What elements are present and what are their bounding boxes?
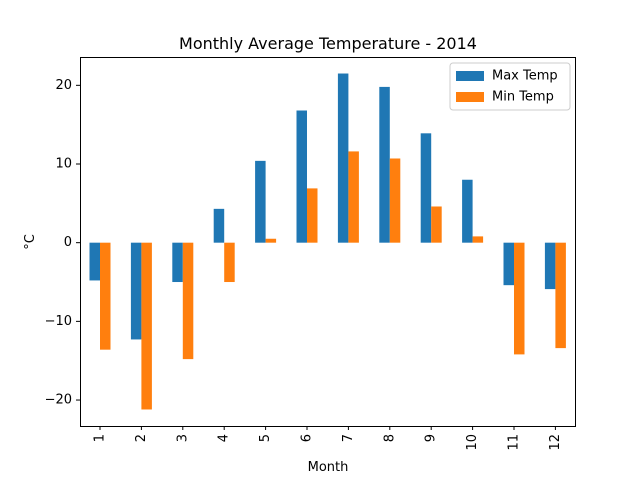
bar-min-temp-month-10 xyxy=(472,236,484,243)
legend-label: Min Temp xyxy=(492,90,554,105)
y-tick-label: −20 xyxy=(45,393,72,408)
bar-min-temp-month-3 xyxy=(182,242,194,360)
bar-min-temp-month-2 xyxy=(141,242,152,410)
x-tick-label: 6 xyxy=(300,434,315,442)
x-tick-label: 9 xyxy=(424,434,439,442)
bar-max-temp-month-9 xyxy=(420,133,432,243)
bars-layer xyxy=(89,73,566,410)
y-tick-label: 20 xyxy=(55,78,72,93)
plot-frame xyxy=(80,57,576,427)
legend-swatch xyxy=(456,92,484,102)
bar-min-temp-month-11 xyxy=(514,242,525,355)
legend-swatch xyxy=(456,71,484,81)
bar-max-temp-month-10 xyxy=(462,179,473,243)
bar-max-temp-month-3 xyxy=(172,242,183,283)
bar-max-temp-month-11 xyxy=(503,242,514,286)
y-tick-label: 10 xyxy=(55,157,72,172)
bar-max-temp-month-4 xyxy=(213,208,225,243)
x-tick-label: 3 xyxy=(175,434,190,442)
bar-min-temp-month-8 xyxy=(389,158,401,243)
bar-max-temp-month-8 xyxy=(379,86,390,243)
bar-min-temp-month-6 xyxy=(307,188,318,243)
bar-max-temp-month-7 xyxy=(337,73,349,243)
x-tick-label: 1 xyxy=(93,434,108,442)
chart-title: Monthly Average Temperature - 2014 xyxy=(179,34,477,53)
bar-max-temp-month-12 xyxy=(544,242,556,290)
bar-max-temp-month-6 xyxy=(296,110,307,243)
legend: Max Temp Min Temp xyxy=(449,62,571,111)
bar-min-temp-month-5 xyxy=(265,238,277,243)
bar-min-temp-month-7 xyxy=(348,151,359,243)
y-tick-label: 0 xyxy=(64,235,72,250)
x-tick-label: 7 xyxy=(341,434,356,442)
x-tick-label: 2 xyxy=(134,434,149,442)
x-tick-label: 4 xyxy=(217,434,232,442)
y-axis-label: °C xyxy=(23,234,38,250)
bar-max-temp-month-5 xyxy=(255,160,266,243)
y-tick-label: −10 xyxy=(45,314,72,329)
bar-min-temp-month-4 xyxy=(224,242,235,283)
x-tick-label: 11 xyxy=(507,434,522,451)
bar-max-temp-month-1 xyxy=(89,242,100,281)
bar-min-temp-month-1 xyxy=(100,242,111,350)
bar-min-temp-month-12 xyxy=(555,242,566,349)
x-tick-label: 12 xyxy=(548,434,563,451)
x-axis-label: Month xyxy=(308,460,349,475)
bar-min-temp-month-9 xyxy=(431,206,442,243)
bar-max-temp-month-2 xyxy=(130,242,142,340)
x-tick-label: 8 xyxy=(382,434,397,442)
x-tick-label: 5 xyxy=(258,434,273,442)
x-tick-label: 10 xyxy=(465,434,480,451)
legend-label: Max Temp xyxy=(492,69,558,84)
